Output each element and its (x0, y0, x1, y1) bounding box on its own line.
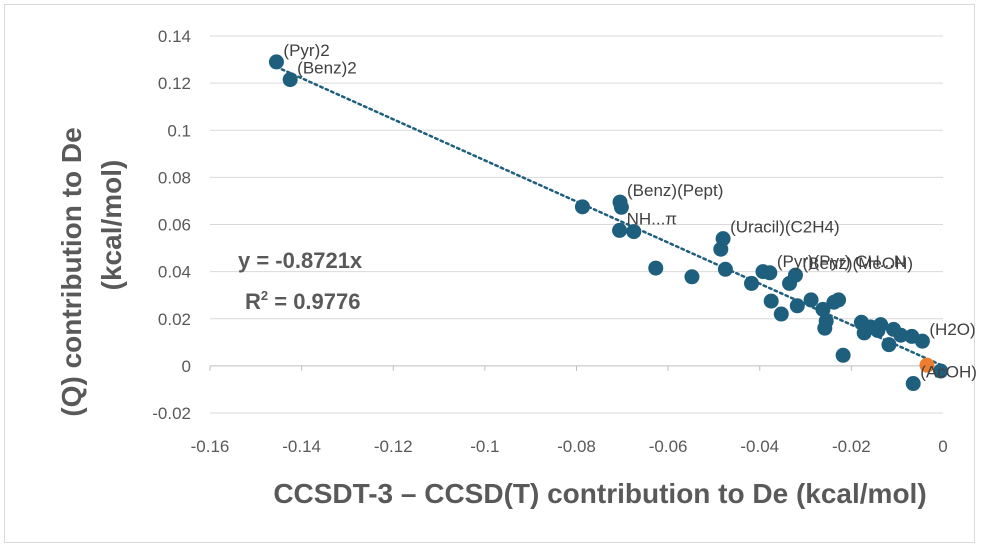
point-label: (Benz)(MeOH) (802, 254, 913, 273)
trendline (275, 65, 945, 368)
point-label: (Pyr)2 (283, 41, 329, 60)
data-point (613, 199, 629, 215)
trendline-layer (275, 65, 945, 368)
point-label: (H2O)2 (929, 320, 976, 339)
y-tick-label: -0.02 (152, 404, 191, 423)
data-point (762, 265, 778, 281)
data-point (789, 298, 805, 314)
data-point (873, 317, 889, 333)
y-axis-title-line1: (Q) contribution to De (56, 127, 87, 416)
x-tick-label: -0.12 (374, 437, 413, 456)
data-point (787, 267, 803, 283)
x-tick-label: -0.1 (470, 437, 499, 456)
point-label: (Pyr)(Pyr) CH...N (777, 252, 906, 271)
data-points (268, 54, 949, 392)
data-point (905, 376, 921, 392)
data-point (881, 337, 897, 353)
gridlines (210, 35, 943, 414)
x-tick-label: -0.14 (282, 437, 321, 456)
y-tick-label: 0.04 (158, 263, 191, 282)
y-tick-label: 0.02 (158, 310, 191, 329)
data-point (815, 301, 831, 317)
data-point (803, 292, 819, 308)
data-point (626, 224, 642, 240)
data-point (893, 327, 909, 343)
y-tick-label: 0.06 (158, 216, 191, 235)
y-tick-label: 0.1 (167, 121, 191, 140)
x-axis-title: CCSDT-3 – CCSD(T) contribution to De (kc… (273, 478, 926, 509)
x-tick-label: -0.02 (832, 437, 871, 456)
data-point (684, 269, 700, 285)
data-point (612, 222, 628, 238)
r-squared-value: = 0.9776 (268, 289, 360, 314)
point-label: (AcOH)2 (920, 363, 976, 382)
y-tick-label: 0.12 (158, 74, 191, 93)
y-tick-label: 0 (182, 357, 191, 376)
data-point (773, 306, 789, 322)
data-point (713, 241, 729, 257)
point-label: (Benz)(Pept) (627, 181, 723, 200)
point-label: (Uracil)(C2H4) (730, 218, 840, 237)
y-axis-title-line2: (kcal/mol) (96, 160, 127, 291)
x-tick-label: -0.08 (557, 437, 596, 456)
trendline-equation: y = -0.8721x (238, 248, 363, 273)
point-label: NH...π (627, 209, 677, 228)
data-point (648, 260, 664, 276)
data-point (744, 275, 760, 291)
data-point (717, 261, 733, 277)
r-squared-sup: 2 (261, 288, 268, 303)
r-squared-prefix: R (245, 289, 261, 314)
chart-area: -0.02 0 0.02 0.04 0.06 0.08 0.1 0.12 0.14 -0.16 -0… (4, 4, 976, 543)
data-point (831, 292, 847, 308)
data-point (268, 54, 284, 70)
axes (209, 365, 944, 371)
y-tick-label: 0.08 (158, 168, 191, 187)
x-tick-label: -0.16 (191, 437, 230, 456)
data-point (933, 363, 949, 379)
highlight-point (919, 357, 935, 373)
data-point (914, 333, 930, 349)
data-point (574, 199, 590, 215)
x-tick-label: -0.04 (740, 437, 779, 456)
y-tick-label: 0.14 (158, 27, 191, 46)
data-point (763, 293, 779, 309)
point-label: (Benz)2 (297, 59, 357, 78)
r-squared: R2 = 0.9776 (245, 288, 361, 314)
data-point (818, 313, 834, 329)
data-point (835, 347, 851, 363)
x-tick-label: -0.06 (649, 437, 688, 456)
data-point (282, 72, 298, 88)
x-tick-label: 0 (938, 437, 947, 456)
point-labels: (Pyr)2(Benz)2 (Benz)(Pept) NH...π (Uracil)(… (283, 41, 976, 382)
